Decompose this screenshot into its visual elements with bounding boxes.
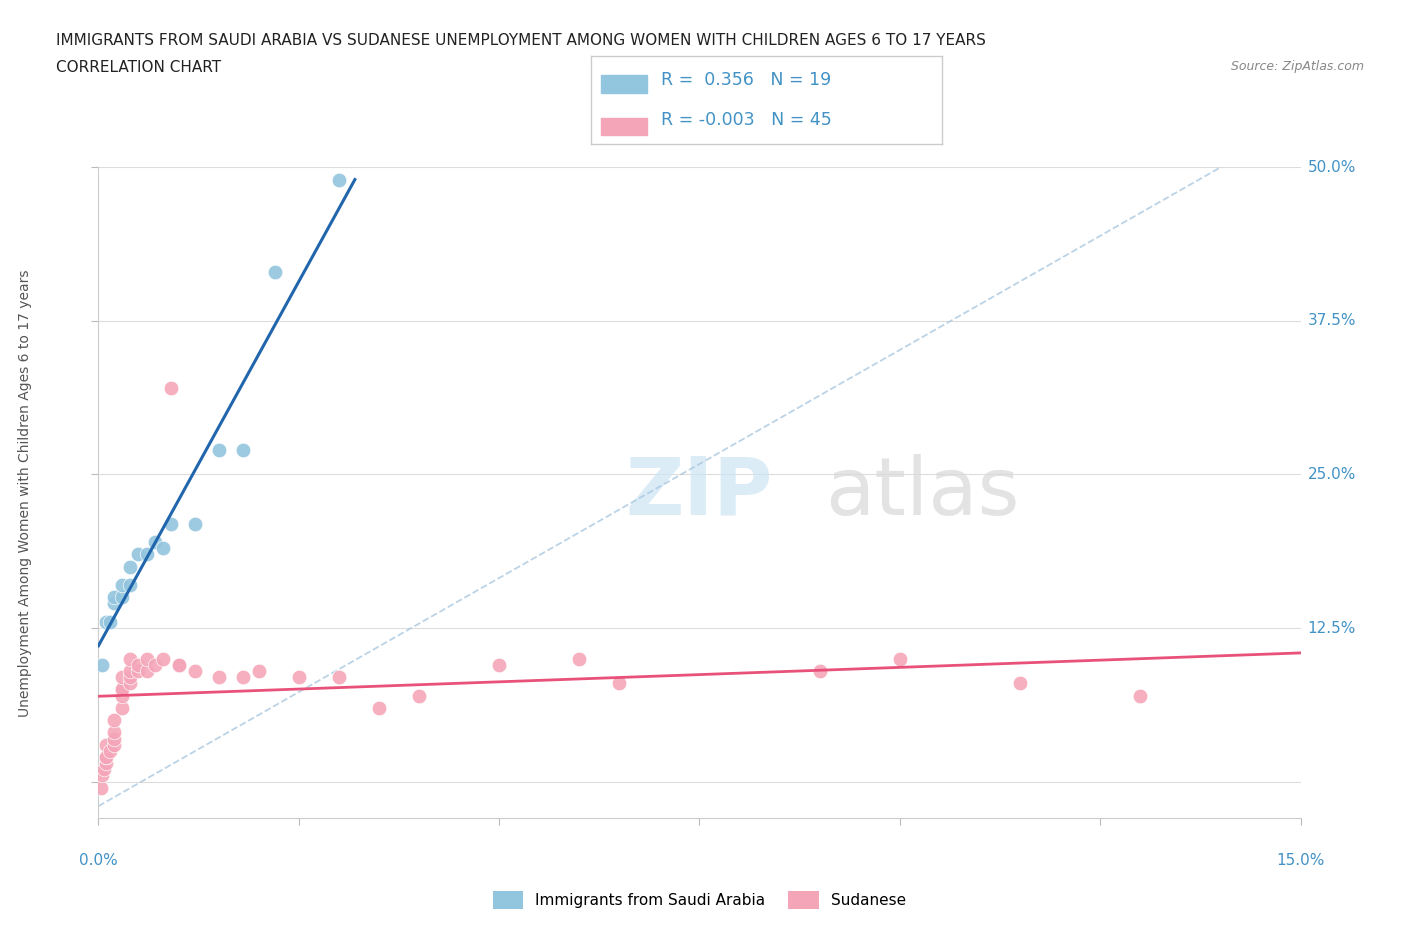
Point (103, 712, 125, 727)
Point (368, 700, 391, 715)
Text: Unemployment Among Women with Children Ages 6 to 17 years: Unemployment Among Women with Children A… (18, 269, 32, 717)
Point (120, 651, 142, 666)
Point (120, 670, 142, 684)
Text: 15.0%: 15.0% (1277, 853, 1324, 868)
Point (488, 658, 510, 672)
Point (808, 664, 831, 679)
Point (135, 547, 157, 562)
Point (103, 737, 125, 752)
Point (96, 615, 118, 630)
Point (128, 658, 150, 672)
Point (167, 658, 190, 672)
Point (159, 516, 181, 531)
Point (111, 590, 134, 604)
Point (103, 596, 125, 611)
Point (208, 670, 231, 684)
Point (111, 578, 134, 592)
Point (103, 731, 125, 746)
Point (328, 670, 350, 684)
Bar (602, 75, 647, 93)
Point (100, 743, 122, 758)
Point (111, 700, 134, 715)
Point (90, 780, 112, 795)
Point (120, 578, 142, 592)
Point (128, 547, 150, 562)
Text: IMMIGRANTS FROM SAUDI ARABIA VS SUDANESE UNEMPLOYMENT AMONG WOMEN WITH CHILDREN : IMMIGRANTS FROM SAUDI ARABIA VS SUDANESE… (56, 33, 986, 47)
Point (609, 676, 631, 691)
Point (91, 658, 114, 672)
Point (111, 682, 134, 697)
Legend: Immigrants from Saudi Arabia, Sudanese: Immigrants from Saudi Arabia, Sudanese (486, 885, 912, 915)
Text: 25.0%: 25.0% (1308, 467, 1355, 482)
Point (247, 664, 270, 679)
Point (408, 688, 430, 703)
Text: atlas: atlas (825, 454, 1019, 532)
Point (143, 658, 166, 672)
Text: 50.0%: 50.0% (1308, 160, 1355, 175)
Text: R =  0.356   N = 19: R = 0.356 N = 19 (661, 71, 831, 88)
Point (183, 516, 205, 531)
Text: 0.0%: 0.0% (79, 853, 118, 868)
Point (143, 535, 166, 550)
Point (135, 651, 157, 666)
Text: CORRELATION CHART: CORRELATION CHART (56, 60, 221, 75)
Point (103, 590, 125, 604)
Point (208, 443, 231, 458)
Point (120, 559, 142, 574)
Point (152, 651, 174, 666)
Point (159, 381, 181, 396)
Point (1129, 688, 1152, 703)
Point (96, 750, 118, 764)
Point (263, 264, 285, 279)
Point (328, 172, 350, 187)
Point (111, 688, 134, 703)
Text: Source: ZipAtlas.com: Source: ZipAtlas.com (1230, 60, 1364, 73)
Text: ZIP: ZIP (626, 454, 773, 532)
Point (232, 670, 254, 684)
Point (1010, 676, 1032, 691)
Bar (602, 118, 647, 136)
Point (91, 768, 114, 783)
Point (111, 682, 134, 697)
Point (152, 540, 174, 555)
Point (120, 664, 142, 679)
Text: 37.5%: 37.5% (1308, 313, 1355, 328)
Point (232, 443, 254, 458)
Point (288, 670, 311, 684)
Point (120, 676, 142, 691)
Point (568, 651, 591, 666)
Text: 12.5%: 12.5% (1308, 620, 1355, 635)
Point (103, 725, 125, 740)
Point (889, 651, 911, 666)
Point (183, 664, 205, 679)
Point (111, 670, 134, 684)
Text: R = -0.003   N = 45: R = -0.003 N = 45 (661, 112, 831, 129)
Point (96, 750, 118, 764)
Point (93, 762, 115, 777)
Point (128, 664, 150, 679)
Point (135, 664, 157, 679)
Point (167, 658, 190, 672)
Point (96, 756, 118, 771)
Point (96, 737, 118, 752)
Point (100, 615, 122, 630)
